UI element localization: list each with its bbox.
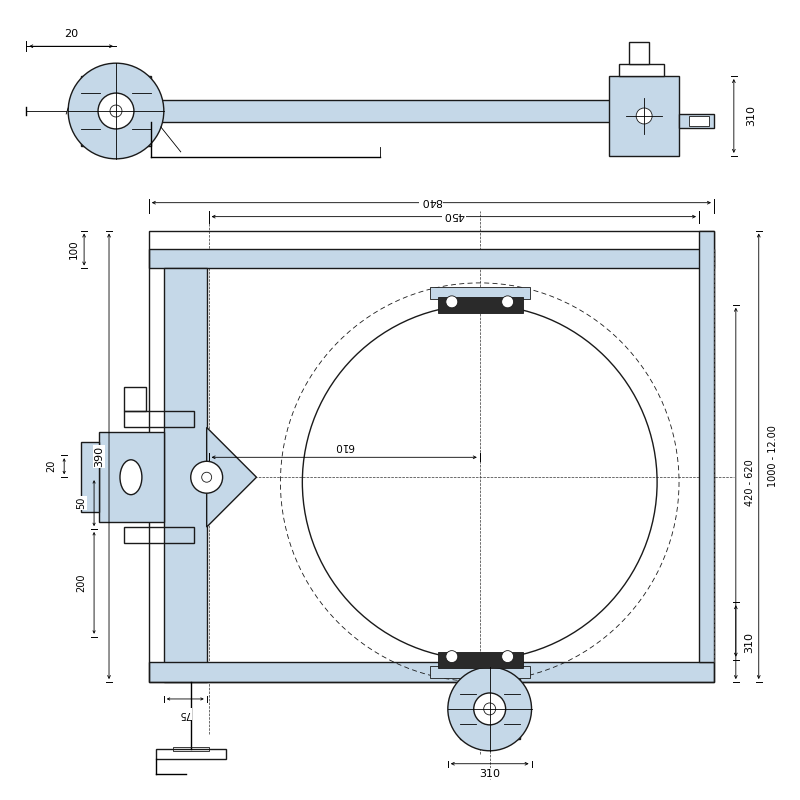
- Text: 310: 310: [746, 106, 756, 126]
- Text: 840: 840: [421, 196, 442, 206]
- Text: 50: 50: [76, 497, 86, 510]
- Bar: [99, 432, 164, 522]
- Bar: [430, 287, 530, 299]
- Circle shape: [502, 296, 514, 308]
- Bar: [630, 42, 649, 64]
- Bar: [430, 666, 530, 678]
- Bar: [460, 679, 519, 739]
- Bar: [438, 652, 522, 667]
- Text: 450: 450: [443, 210, 464, 220]
- Circle shape: [446, 296, 458, 308]
- Bar: [124, 386, 146, 411]
- Circle shape: [190, 462, 222, 493]
- Bar: [156, 749, 226, 758]
- Bar: [679, 114, 714, 128]
- Circle shape: [110, 105, 122, 117]
- Text: 610: 610: [334, 442, 354, 451]
- Bar: [619, 64, 664, 76]
- Bar: [151, 100, 659, 122]
- Bar: [81, 442, 99, 512]
- Ellipse shape: [120, 460, 142, 494]
- Circle shape: [502, 650, 514, 662]
- Bar: [610, 76, 679, 156]
- Bar: [149, 249, 714, 269]
- Bar: [149, 230, 714, 682]
- Bar: [689, 116, 709, 126]
- Circle shape: [484, 703, 496, 715]
- Text: 390: 390: [94, 446, 104, 467]
- Bar: [438, 297, 522, 313]
- Text: 1000 - 12.00: 1000 - 12.00: [768, 426, 778, 487]
- Bar: [124, 527, 194, 543]
- Bar: [164, 269, 206, 682]
- Text: 310: 310: [479, 769, 500, 778]
- Text: 200: 200: [76, 574, 86, 592]
- Text: 75: 75: [179, 709, 191, 719]
- Polygon shape: [206, 427, 257, 527]
- Circle shape: [202, 472, 212, 482]
- Text: 20: 20: [64, 30, 78, 39]
- Bar: [81, 76, 151, 146]
- Text: 100: 100: [69, 240, 79, 259]
- Bar: [173, 746, 209, 750]
- Circle shape: [446, 650, 458, 662]
- Circle shape: [636, 108, 652, 124]
- Circle shape: [474, 693, 506, 725]
- Circle shape: [68, 63, 164, 159]
- Text: 310: 310: [744, 632, 754, 653]
- Text: 20: 20: [46, 460, 56, 473]
- Bar: [124, 411, 194, 427]
- Bar: [149, 662, 714, 682]
- Circle shape: [98, 93, 134, 129]
- Bar: [699, 230, 714, 662]
- Text: 420 - 620: 420 - 620: [745, 459, 754, 506]
- Circle shape: [448, 667, 531, 750]
